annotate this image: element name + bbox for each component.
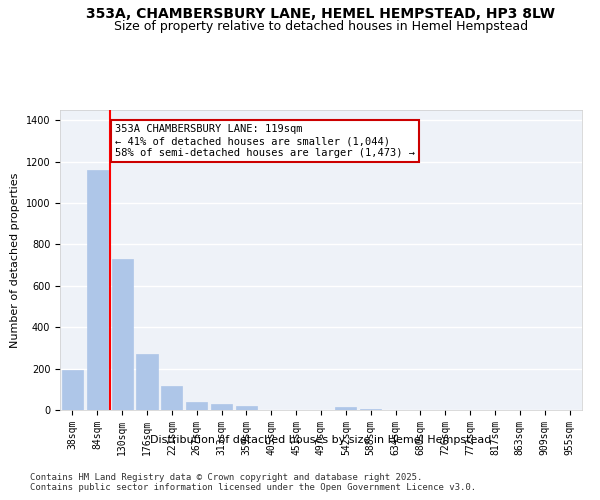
Bar: [236, 406, 257, 410]
Text: Contains HM Land Registry data © Crown copyright and database right 2025.: Contains HM Land Registry data © Crown c…: [30, 472, 422, 482]
Bar: [136, 354, 158, 410]
Bar: [335, 407, 356, 410]
Text: 353A, CHAMBERSBURY LANE, HEMEL HEMPSTEAD, HP3 8LW: 353A, CHAMBERSBURY LANE, HEMEL HEMPSTEAD…: [86, 8, 556, 22]
Text: 353A CHAMBERSBURY LANE: 119sqm
← 41% of detached houses are smaller (1,044)
58% : 353A CHAMBERSBURY LANE: 119sqm ← 41% of …: [115, 124, 415, 158]
Bar: [62, 370, 83, 410]
Bar: [87, 170, 108, 410]
Bar: [211, 404, 232, 410]
Bar: [112, 259, 133, 410]
Text: Size of property relative to detached houses in Hemel Hempstead: Size of property relative to detached ho…: [114, 20, 528, 33]
Bar: [161, 386, 182, 410]
Text: Contains public sector information licensed under the Open Government Licence v3: Contains public sector information licen…: [30, 482, 476, 492]
Text: Distribution of detached houses by size in Hemel Hempstead: Distribution of detached houses by size …: [151, 435, 491, 445]
Y-axis label: Number of detached properties: Number of detached properties: [10, 172, 20, 348]
Bar: [360, 409, 381, 410]
Bar: [186, 402, 207, 410]
